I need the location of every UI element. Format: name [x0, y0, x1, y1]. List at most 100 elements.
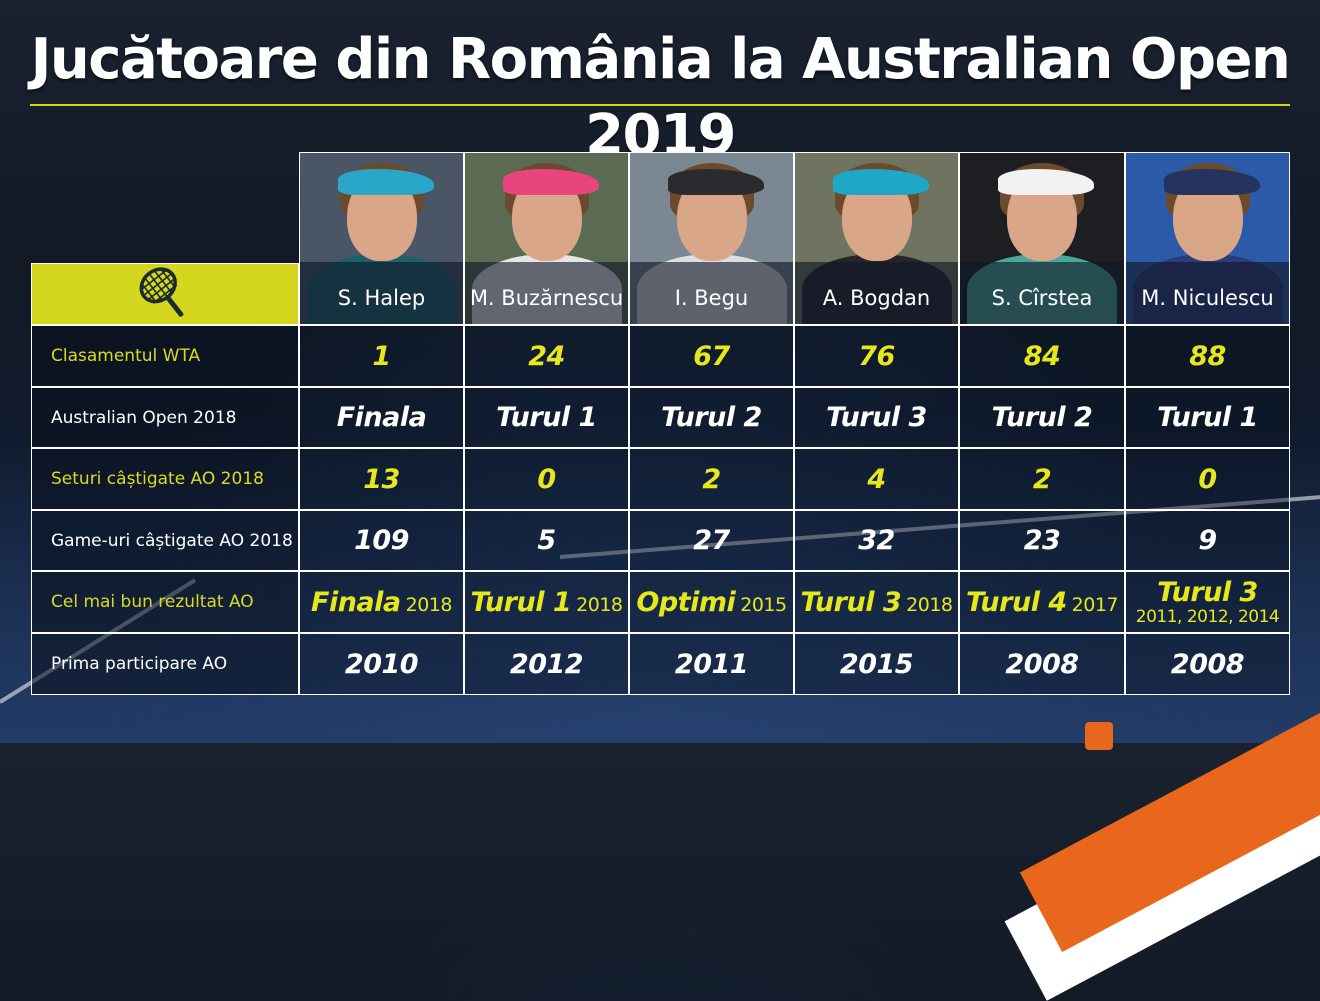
stat-text: 4 [867, 463, 886, 495]
player-name: S. Cîrstea [991, 286, 1093, 310]
best-result: Turul 3 [1157, 576, 1258, 608]
best-result-year: 2018 [576, 593, 623, 616]
player-visor [832, 169, 929, 195]
stat-text: 24 [528, 340, 565, 372]
player-photo: S. Cîrstea [959, 152, 1125, 325]
stat-text: Turul 3 [826, 402, 927, 433]
stat-text: 0 [1198, 463, 1217, 495]
stat-value: 13 [299, 448, 464, 510]
stat-value: 0 [464, 448, 629, 510]
best-result: Turul 4 [966, 586, 1067, 618]
stat-value: 109 [299, 510, 464, 571]
stat-text: 2 [702, 463, 721, 495]
row-label: Cel mai bun rezultat AO [31, 571, 299, 633]
stat-text: 84 [1023, 340, 1061, 372]
stat-value: Turul 4 2017 [959, 571, 1125, 633]
header-icon-cell [31, 263, 299, 325]
stat-text: 2008 [1005, 648, 1079, 680]
stat-value: 2 [629, 448, 794, 510]
stat-text: Finala [336, 402, 427, 433]
stat-text: 23 [1023, 525, 1061, 556]
player-visor [502, 169, 599, 195]
player-name: M. Buzărnescu [469, 286, 624, 310]
stat-value: Turul 1 [464, 387, 629, 448]
stat-value: 2008 [1125, 633, 1290, 695]
stat-value: 84 [959, 325, 1125, 387]
player-visor [1163, 169, 1260, 195]
best-result-year: 2018 [405, 593, 453, 616]
stat-text: 76 [858, 340, 895, 372]
player-visor [667, 169, 764, 195]
player-photo: M. Buzărnescu [464, 152, 629, 325]
best-result: Turul 3 [800, 586, 902, 618]
stat-value: 23 [959, 510, 1125, 571]
stats-table: S. Halep M. Buzărnescu I. Begu A. Bogdan S. … [31, 152, 1290, 695]
stat-value: 5 [464, 510, 629, 571]
stat-text: Turul 2 [991, 402, 1093, 433]
stat-value: 88 [1125, 325, 1290, 387]
stat-text: 2012 [509, 648, 584, 680]
stat-value: Turul 2 [629, 387, 794, 448]
player-name: S. Halep [337, 286, 426, 310]
stat-value: 24 [464, 325, 629, 387]
stat-text: 27 [693, 525, 730, 556]
stat-value: 67 [629, 325, 794, 387]
stat-text: 5 [537, 525, 556, 556]
stat-text: 88 [1189, 340, 1226, 372]
player-photo: S. Halep [299, 152, 464, 325]
stat-value: 1 [299, 325, 464, 387]
stat-value: Turul 3 2018 [794, 571, 959, 633]
name-strip [300, 262, 463, 324]
stat-value: Turul 3 2011, 2012, 2014 [1125, 571, 1290, 633]
best-result-years: 2011, 2012, 2014 [1135, 606, 1280, 627]
brand-logo-mark [1085, 722, 1113, 750]
row-label: Seturi câștigate AO 2018 [31, 448, 299, 510]
stat-text: 67 [693, 340, 730, 372]
stat-text: 0 [537, 463, 556, 495]
stat-value: Turul 2 [959, 387, 1125, 448]
best-result-line: Turul 4 2017 [966, 586, 1119, 618]
stat-text: Turul 1 [496, 402, 597, 433]
stat-value: Optimi 2015 [629, 571, 794, 633]
player-photo: I. Begu [629, 152, 794, 325]
stat-value: 2008 [959, 633, 1125, 695]
stat-value: 2015 [794, 633, 959, 695]
stat-value: Turul 1 [1125, 387, 1290, 448]
stat-text: 1 [372, 340, 391, 372]
stat-text: 2011 [674, 648, 749, 680]
stat-value: 2012 [464, 633, 629, 695]
best-result-line: Turul 1 2018 [471, 589, 624, 616]
best-result-year: 2017 [1071, 593, 1119, 616]
best-result: Optimi [636, 586, 736, 618]
stat-value: 2010 [299, 633, 464, 695]
stat-value: 9 [1125, 510, 1290, 571]
stat-text: 32 [858, 525, 895, 556]
stat-value: 32 [794, 510, 959, 571]
stat-value: Finala [299, 387, 464, 448]
tennis-racket-icon [139, 267, 184, 317]
player-photo: A. Bogdan [794, 152, 959, 325]
page-title: Jucătoare din România la Australian Open… [30, 27, 1291, 168]
best-result: Finala [311, 586, 401, 618]
stat-text: Turul 1 [1157, 402, 1258, 433]
stat-text: 2015 [839, 648, 914, 680]
player-name: I. Begu [674, 286, 749, 310]
stat-value: 76 [794, 325, 959, 387]
player-name: M. Niculescu [1141, 286, 1274, 310]
stat-text: 2010 [344, 648, 419, 680]
name-strip [960, 262, 1124, 324]
row-label: Clasamentul WTA [31, 325, 299, 387]
stat-text: 9 [1198, 525, 1217, 556]
stat-value: 2011 [629, 633, 794, 695]
stat-text: 13 [363, 463, 400, 495]
player-photo: M. Niculescu [1125, 152, 1290, 325]
name-strip [1126, 262, 1289, 324]
player-name: A. Bogdan [822, 286, 931, 310]
best-result-line: Optimi 2015 [636, 586, 787, 618]
stat-value: 4 [794, 448, 959, 510]
player-visor [998, 169, 1094, 195]
stat-value: Turul 3 [794, 387, 959, 448]
stat-value: 2 [959, 448, 1125, 510]
stat-text: 2 [1032, 463, 1052, 495]
row-label: Game-uri câștigate AO 2018 [31, 510, 299, 571]
